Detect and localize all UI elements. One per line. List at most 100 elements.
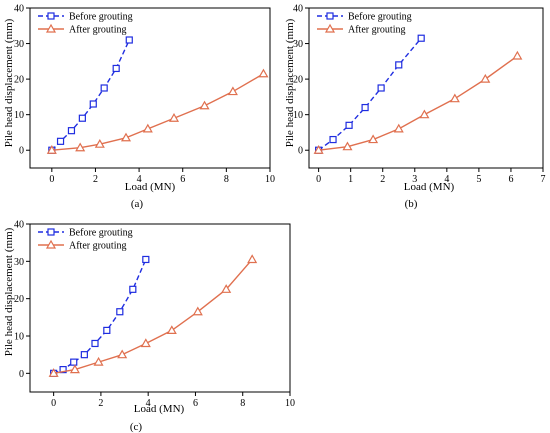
legend-marker-square (47, 12, 55, 20)
plot-frame (29, 223, 291, 393)
series-line-after-grouting (51, 73, 264, 151)
data-point-after-grouting (69, 364, 80, 374)
y-tick-label: 20 (293, 75, 303, 86)
x-tick-label: 5 (476, 174, 481, 185)
plot-frame (308, 7, 544, 169)
x-tick-label: 2 (380, 174, 385, 185)
legend-label: Before grouting (69, 12, 133, 23)
x-tick-label: 2 (93, 174, 98, 185)
data-point-before-grouting (103, 326, 111, 335)
x-axis-label: Load (MN) (125, 181, 176, 193)
data-point-before-grouting (67, 127, 76, 135)
data-point-before-grouting (70, 358, 78, 366)
y-tick-label: 20 (14, 294, 24, 305)
data-point-before-grouting (361, 103, 369, 112)
data-point-before-grouting (59, 366, 67, 374)
data-point-after-grouting (221, 284, 232, 293)
series-line-before-grouting (318, 37, 422, 151)
panel-caption: (b) (405, 198, 418, 210)
y-tick-label: 0 (19, 369, 24, 380)
data-point-after-grouting (342, 141, 353, 151)
y-tick-label: 40 (14, 220, 24, 231)
legend-label: After grouting (348, 25, 406, 36)
x-tick-label: 4 (444, 174, 449, 185)
data-point-before-grouting (112, 64, 120, 73)
data-point-before-grouting (417, 34, 425, 42)
data-point-before-grouting (80, 351, 88, 359)
x-tick-label: 7 (541, 174, 546, 185)
plot-area: 0 1 2 3 4 5 6 7 0 10 20 30 40 Before grouting After gr… (293, 4, 546, 186)
data-point-after-grouting (313, 145, 324, 154)
x-tick-label: 1 (348, 174, 353, 185)
legend-label: After grouting (69, 25, 127, 36)
panel-caption: (a) (131, 198, 144, 210)
data-point-after-grouting (140, 338, 151, 348)
data-point-after-grouting (166, 325, 177, 335)
series-line-after-grouting (318, 55, 518, 151)
x-tick-label: 8 (224, 174, 229, 185)
y-tick-label: 40 (293, 4, 303, 15)
x-tick-label: 0 (51, 398, 56, 409)
data-point-before-grouting (89, 100, 97, 108)
plot-area: 0 2 4 6 8 10 0 10 20 30 40 Before grouting After gro… (14, 4, 275, 186)
y-tick-label: 30 (293, 39, 303, 50)
data-point-before-grouting (125, 36, 133, 44)
y-tick-label: 10 (14, 332, 24, 343)
legend-marker-triangle (324, 23, 336, 33)
data-point-after-grouting (199, 100, 210, 110)
data-point-after-grouting (480, 73, 491, 83)
data-point-after-grouting (75, 142, 86, 152)
data-point-before-grouting (116, 308, 124, 316)
data-point-after-grouting (368, 134, 379, 144)
series-line-before-grouting (53, 259, 147, 374)
y-tick-label: 0 (19, 146, 24, 157)
y-axis-label: Pile head displacement (mm) (3, 227, 15, 356)
y-axis-label: Pile head displacement (mm) (3, 18, 15, 147)
plot-area: 0 2 4 6 8 10 0 10 20 30 40 Before grouting After gro… (14, 220, 295, 410)
data-point-after-grouting (120, 132, 132, 142)
data-point-before-grouting (329, 135, 337, 144)
chart-panel-c: Pile head displacement (mm) 0 2 4 6 8 10 0 10 20… (3, 220, 295, 433)
panel-caption: (c) (130, 421, 143, 433)
y-tick-label: 10 (14, 110, 24, 121)
data-point-before-grouting (129, 285, 137, 293)
x-tick-label: 3 (412, 174, 417, 185)
data-point-after-grouting (192, 306, 203, 316)
data-point-after-grouting (168, 113, 180, 122)
y-tick-label: 10 (293, 110, 303, 121)
data-point-before-grouting (91, 339, 99, 348)
y-tick-label: 0 (298, 146, 303, 157)
plot-frame (29, 7, 271, 169)
legend-marker-square (326, 12, 334, 20)
data-point-before-grouting (78, 114, 86, 122)
x-tick-label: 0 (316, 174, 321, 185)
y-tick-label: 30 (14, 39, 24, 50)
data-point-after-grouting (94, 138, 105, 148)
y-tick-label: 40 (14, 4, 24, 15)
data-point-after-grouting (247, 254, 258, 264)
data-point-after-grouting (227, 86, 238, 96)
data-point-before-grouting (377, 84, 385, 92)
x-axis-label: Load (MN) (134, 403, 185, 415)
y-tick-label: 20 (14, 75, 24, 86)
x-tick-label: 0 (49, 174, 54, 185)
data-point-after-grouting (48, 368, 59, 377)
data-point-after-grouting (258, 68, 269, 78)
x-tick-label: 2 (98, 398, 103, 409)
data-point-after-grouting (512, 50, 523, 60)
x-tick-label: 4 (146, 398, 151, 409)
x-tick-label: 6 (180, 174, 185, 185)
legend-label: Before grouting (348, 12, 412, 23)
legend-marker-square (47, 228, 55, 236)
x-axis-label: Load (MN) (404, 181, 455, 193)
x-tick-label: 6 (193, 398, 198, 409)
data-point-after-grouting (46, 145, 57, 154)
data-point-before-grouting (100, 84, 108, 92)
x-tick-label: 4 (137, 174, 142, 185)
y-tick-label: 30 (14, 257, 24, 268)
data-point-after-grouting (449, 93, 460, 103)
data-point-after-grouting (142, 123, 153, 133)
data-point-after-grouting (419, 109, 430, 119)
x-tick-label: 8 (240, 398, 245, 409)
series-line-before-grouting (51, 39, 130, 151)
